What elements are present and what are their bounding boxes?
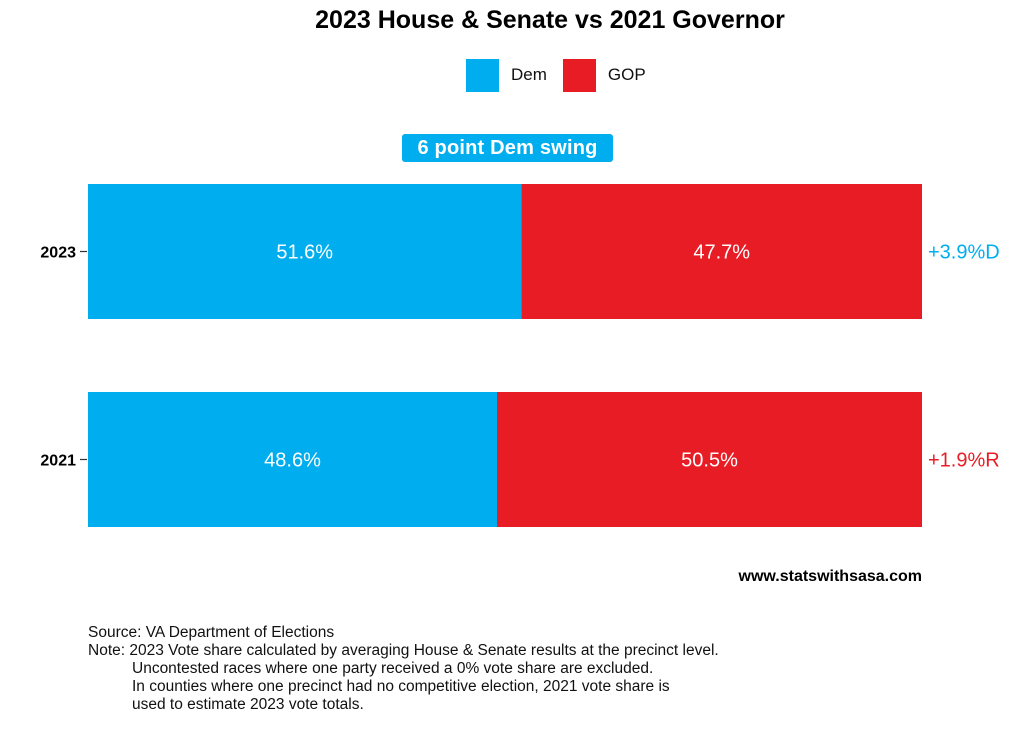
note-line: In counties where one precinct had no co… — [132, 678, 670, 695]
source-note: Source: VA Department of Elections — [88, 624, 335, 641]
margin-label-2023: +3.9%D — [928, 242, 1000, 264]
data-label-dem-2023: 51.6% — [276, 242, 333, 264]
data-label-gop-2023: 47.7% — [693, 242, 750, 264]
legend-label-gop: GOP — [607, 65, 646, 84]
bar-dem-2023 — [88, 184, 522, 319]
margin-label-2021: +1.9%R — [928, 450, 1000, 472]
bar-gop-2023 — [521, 184, 922, 319]
chart-title: 2023 House & Senate vs 2021 Governor — [315, 6, 785, 34]
data-label-dem-2021: 48.6% — [264, 450, 321, 472]
legend-swatch-dem — [466, 58, 499, 92]
bar-gop-2021 — [497, 392, 922, 527]
data-label-gop-2021: 50.5% — [681, 450, 738, 472]
note-line: Uncontested races where one party receiv… — [132, 660, 654, 677]
bar-dem-2021 — [88, 392, 498, 527]
stacked-bar-chart: 51.6% 47.7% 2023 +3.9%D 48.6% 50.5% 2021 +1.9%R — [40, 184, 1000, 527]
legend-item-gop: GOP — [562, 58, 646, 92]
note-line: Note: 2023 Vote share calculated by aver… — [88, 642, 719, 659]
website-credit: www.statswithsasa.com — [738, 568, 922, 585]
legend-label-dem: Dem — [511, 65, 547, 84]
legend: Dem GOP — [466, 58, 662, 92]
methodology-note: Note: 2023 Vote share calculated by aver… — [88, 642, 719, 714]
y-tick-label-2023: 2023 — [40, 245, 76, 262]
legend-item-dem: Dem — [466, 58, 547, 92]
swing-annotation-badge: 6 point Dem swing — [402, 134, 613, 162]
note-line: used to estimate 2023 vote totals. — [132, 696, 364, 713]
legend-swatch-gop — [562, 58, 596, 92]
y-tick-label-2021: 2021 — [40, 453, 76, 470]
